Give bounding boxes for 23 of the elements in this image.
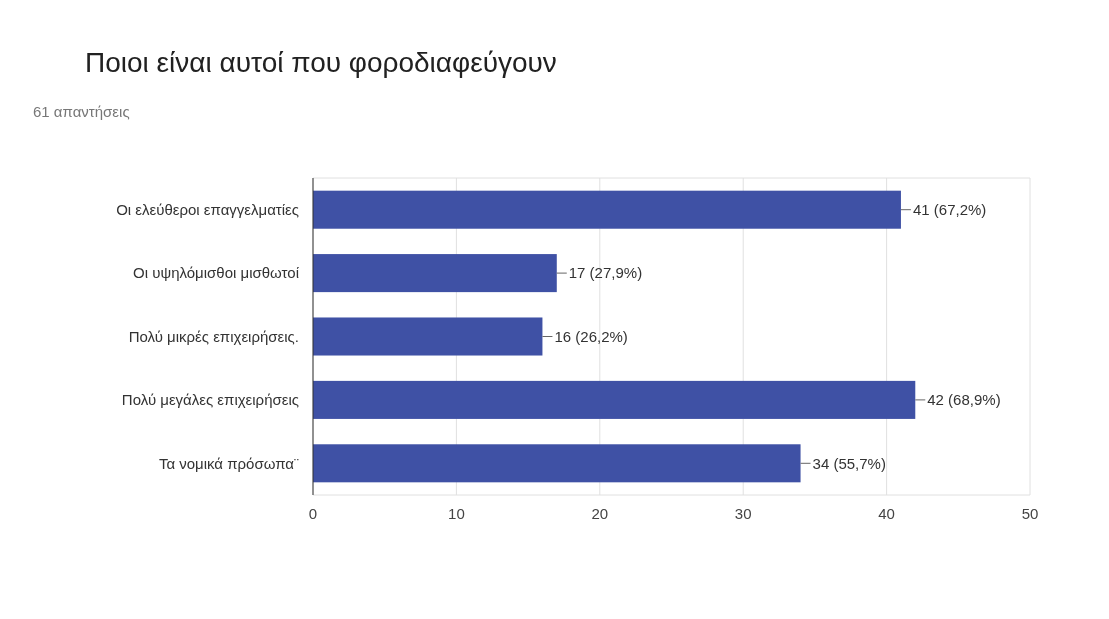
x-tick-label: 50: [1021, 505, 1039, 522]
y-tick-label: Πολύ μεγάλες επιχειρήσεις: [121, 391, 299, 409]
bar: [313, 444, 801, 483]
x-tick-label: 40: [878, 505, 895, 522]
text: 61 απαντήσεις: [33, 103, 130, 120]
data-label: 16 (26,2%): [554, 327, 628, 345]
bar: [313, 317, 543, 356]
data-label: 34 (55,7%): [812, 454, 886, 472]
y-tick-label: Οι υψηλόμισθοι μισθωτοί: [133, 264, 300, 282]
x-tick-label: 10: [448, 505, 465, 522]
x-tick-label: 20: [591, 505, 609, 522]
data-label: 41 (67,2%): [912, 200, 987, 218]
x-tick-label: 30: [734, 505, 752, 522]
chart-title: Ποιοι είναι αυτοί που φοροδιαφεύγουν: [85, 47, 557, 78]
bar: [313, 190, 901, 229]
bar: [313, 254, 557, 293]
y-tick-label: Πολύ μικρές επιχειρήσεις.: [128, 327, 299, 345]
x-tick-label: 0: [308, 505, 318, 522]
y-tick-label: Οι ελεύθεροι επαγγελματίες: [116, 200, 299, 218]
data-label: 17 (27,9%): [568, 264, 643, 282]
y-tick-label: Τα νομικά πρόσωπα¨: [158, 454, 299, 472]
bar: [313, 380, 916, 419]
data-label: 42 (68,9%): [927, 391, 1001, 409]
